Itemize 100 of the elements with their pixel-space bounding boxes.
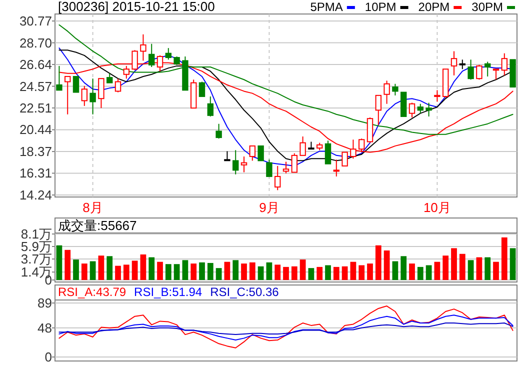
bar bbox=[106, 256, 113, 280]
candlestick bbox=[274, 165, 281, 191]
bar bbox=[510, 248, 516, 280]
bar bbox=[409, 264, 415, 280]
bar bbox=[484, 257, 491, 280]
bar bbox=[308, 268, 314, 280]
candlestick bbox=[492, 68, 500, 80]
x-tick-label: 10月 bbox=[423, 200, 451, 215]
candlestick bbox=[300, 136, 306, 156]
candlestick bbox=[90, 78, 96, 115]
bar bbox=[350, 262, 356, 280]
y-tick-label: 89 bbox=[38, 296, 52, 310]
y-tick-label: 22.51 bbox=[19, 100, 52, 116]
candlestick bbox=[249, 145, 256, 162]
y-tick-label: 16.31 bbox=[19, 166, 52, 181]
candlestick bbox=[291, 152, 298, 173]
bar bbox=[207, 262, 214, 280]
bar bbox=[249, 262, 256, 280]
y-tick-label: 28.70 bbox=[19, 35, 52, 50]
candlestick bbox=[240, 156, 248, 173]
bar bbox=[325, 265, 331, 280]
bar bbox=[384, 250, 390, 280]
bar bbox=[342, 266, 348, 280]
candlestick bbox=[72, 76, 80, 93]
legend-label: 20PM bbox=[418, 0, 450, 14]
candlestick bbox=[308, 141, 314, 150]
bar bbox=[468, 260, 474, 280]
bar bbox=[81, 264, 88, 280]
y-tick-label: 20.44 bbox=[19, 122, 52, 138]
y-tick-label: 30.77 bbox=[19, 14, 52, 28]
bar bbox=[392, 261, 398, 280]
bar bbox=[98, 256, 104, 280]
legend-label: 30PM bbox=[472, 0, 503, 14]
line-series bbox=[58, 306, 514, 348]
bar bbox=[165, 264, 172, 280]
candlestick bbox=[207, 96, 214, 117]
bar bbox=[274, 264, 281, 280]
candlestick bbox=[282, 161, 290, 174]
candlestick bbox=[501, 52, 508, 76]
candlestick bbox=[434, 90, 440, 102]
bar bbox=[148, 257, 155, 280]
candlestick bbox=[98, 78, 104, 109]
legend-label: 5PMA bbox=[310, 0, 343, 14]
chart-title: 成交量:55667 bbox=[58, 218, 137, 233]
legend-label: 10PM bbox=[364, 0, 396, 14]
candlestick bbox=[324, 140, 332, 164]
bar bbox=[442, 256, 449, 280]
bar bbox=[123, 264, 130, 280]
bar bbox=[501, 237, 508, 280]
candlestick bbox=[417, 103, 424, 114]
candlestick bbox=[232, 150, 239, 175]
bar bbox=[493, 262, 499, 280]
candlestick bbox=[123, 65, 130, 80]
bar bbox=[241, 264, 247, 280]
y-tick-label: 18.37 bbox=[19, 144, 52, 160]
bar bbox=[283, 266, 289, 280]
bar bbox=[476, 257, 482, 280]
candlestick bbox=[64, 76, 71, 115]
bar bbox=[199, 262, 205, 280]
candlestick bbox=[484, 61, 491, 77]
candlestick bbox=[224, 150, 230, 162]
bar bbox=[459, 254, 466, 280]
y-tick-label: 24.57 bbox=[19, 78, 52, 94]
candlestick bbox=[342, 152, 348, 166]
bar bbox=[64, 250, 71, 280]
bar bbox=[266, 262, 272, 280]
bar bbox=[90, 261, 96, 280]
text: RSI_C:50.36 bbox=[210, 285, 280, 299]
candlestick bbox=[408, 102, 416, 118]
bar bbox=[216, 268, 222, 280]
y-tick-label: 8.1万 bbox=[20, 226, 52, 242]
bar bbox=[190, 264, 197, 280]
line-series bbox=[58, 24, 514, 135]
candlestick bbox=[198, 81, 206, 97]
bar bbox=[182, 260, 188, 280]
bar bbox=[258, 266, 264, 280]
bar bbox=[358, 265, 365, 280]
x-tick-label: 8月 bbox=[82, 200, 103, 215]
candlestick bbox=[459, 59, 466, 70]
candlestick bbox=[165, 48, 172, 60]
bar bbox=[451, 248, 457, 280]
candlestick bbox=[266, 159, 272, 177]
y-tick-label: 14.24 bbox=[19, 188, 52, 202]
bar bbox=[132, 260, 138, 280]
candlestick bbox=[216, 123, 222, 140]
candlestick bbox=[426, 102, 432, 117]
y-tick-label: 48 bbox=[38, 320, 52, 336]
bar bbox=[367, 264, 373, 280]
bar bbox=[224, 262, 230, 280]
candlestick bbox=[148, 43, 155, 68]
candlestick bbox=[468, 59, 474, 80]
bar bbox=[115, 266, 121, 280]
bar bbox=[232, 260, 239, 280]
candlestick bbox=[384, 80, 390, 104]
candlestick bbox=[114, 78, 122, 93]
line-series bbox=[58, 322, 514, 336]
candlestick bbox=[366, 117, 374, 144]
candlestick bbox=[140, 34, 146, 62]
x-tick-label: 9月 bbox=[259, 200, 280, 215]
chart-title: [300236] 2015-10-21 15:00 bbox=[58, 0, 215, 14]
